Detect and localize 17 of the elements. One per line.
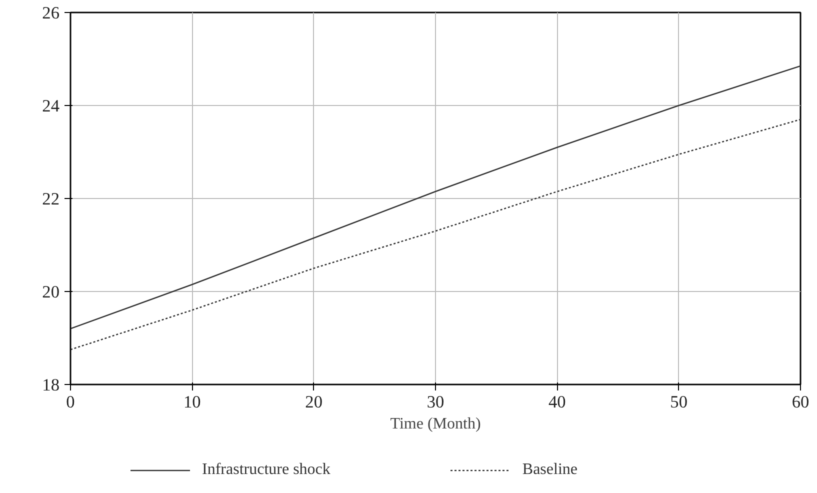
y-tick-label: 20: [42, 282, 60, 302]
x-axis-title: Time (Month): [390, 416, 481, 432]
y-tick-label: 18: [42, 376, 60, 394]
legend-label: Baseline: [522, 461, 578, 479]
y-tick-label: 24: [42, 96, 60, 116]
line-series: [70, 118, 800, 350]
x-tick-label: 0: [66, 392, 75, 412]
x-tick-label: 20: [305, 392, 322, 412]
x-tick-label: 40: [548, 392, 566, 412]
x-tick-label: 60: [792, 392, 810, 412]
y-tick-label: 22: [42, 190, 60, 208]
y-tick-label: 26: [42, 4, 60, 22]
x-tick-label: 10: [184, 392, 201, 412]
x-tick-label: 30: [426, 392, 444, 412]
x-tick-label: 50: [670, 392, 688, 412]
legend-label: Infrastructure shock: [202, 461, 330, 479]
line-series: [70, 65, 800, 330]
